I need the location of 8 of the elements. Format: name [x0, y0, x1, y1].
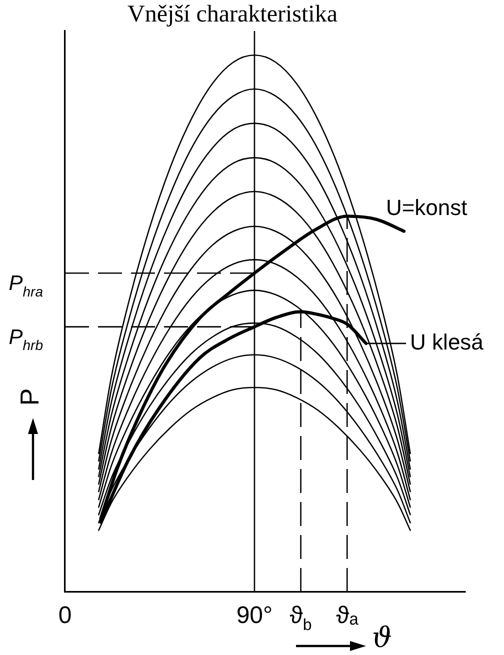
x-tick-label: ϑₐ: [336, 602, 360, 629]
x-axis-title: ϑ: [372, 621, 392, 654]
x-tick-label: 90°: [236, 602, 273, 629]
chart-title: Vnější charakteristika: [128, 1, 338, 28]
series-label: U=konst: [386, 195, 468, 220]
legend-label: U klesá: [410, 330, 484, 355]
y-axis-title: P: [14, 388, 45, 406]
x-tick-label: 0: [58, 602, 72, 629]
